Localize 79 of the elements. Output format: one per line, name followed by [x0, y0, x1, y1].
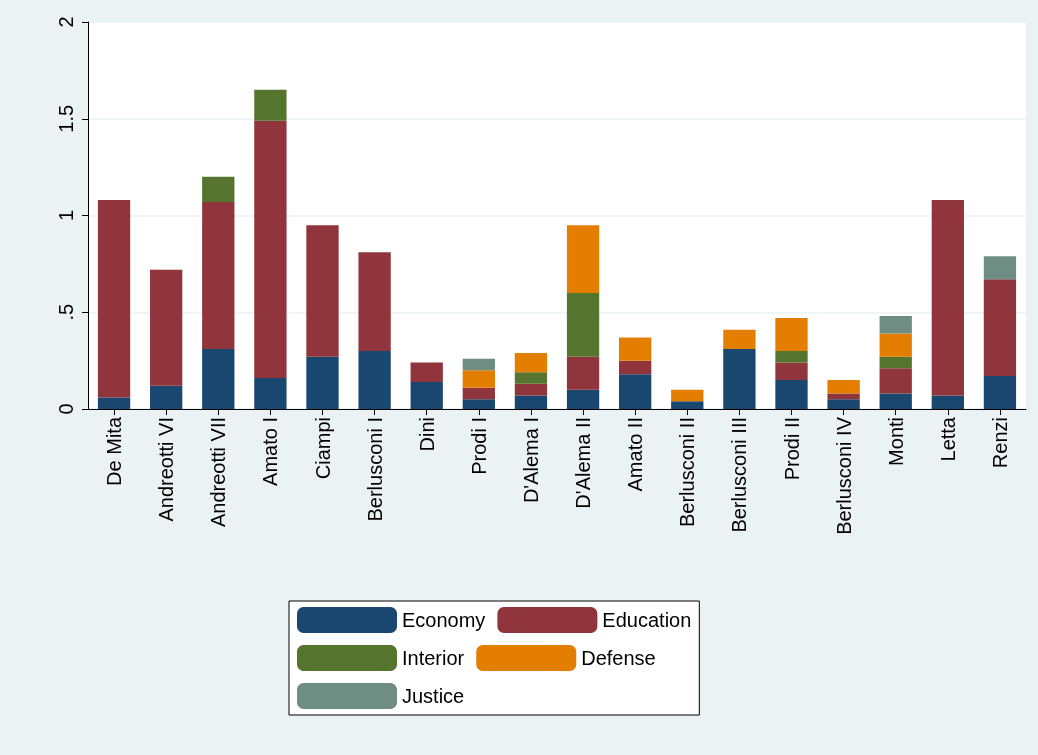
- legend-label: Defense: [581, 647, 656, 669]
- bar: [775, 350, 808, 363]
- bar: [514, 372, 548, 384]
- y-tick-label: 2: [55, 16, 77, 28]
- bar: [931, 200, 964, 396]
- bar: [619, 360, 652, 375]
- bar: [566, 225, 600, 293]
- x-tick-label: Prodi I: [467, 417, 490, 475]
- bar: [723, 329, 756, 350]
- x-tick-label: Andreotti VI: [155, 417, 178, 522]
- x-tick-label: Andreotti VII: [207, 417, 230, 528]
- bar: [879, 356, 912, 369]
- bar: [671, 389, 704, 402]
- y-tick-label: 1: [55, 209, 77, 222]
- bar: [462, 370, 495, 388]
- x-tick-label: Ciampi: [311, 417, 334, 480]
- x-tick-label: De Mita: [103, 416, 126, 486]
- bar: [775, 379, 808, 409]
- bar: [97, 200, 131, 398]
- bar: [671, 401, 704, 409]
- bar: [410, 362, 443, 382]
- bar: [879, 393, 912, 409]
- legend-label: Economy: [402, 609, 486, 631]
- x-tick-label: Berlusconi I: [363, 417, 386, 522]
- legend-label: Education: [602, 609, 692, 631]
- bar: [619, 337, 652, 361]
- x-tick-label: Amato II: [624, 417, 647, 492]
- x-tick-label: Letta: [936, 416, 959, 462]
- x-tick-label: Dini: [415, 417, 438, 452]
- x-tick-label: D'Alema II: [572, 417, 595, 509]
- bar: [410, 381, 443, 409]
- bar: [879, 333, 912, 357]
- bar: [566, 389, 600, 409]
- bar: [619, 374, 652, 409]
- bar: [931, 395, 964, 409]
- y-tick-label: 0: [55, 403, 77, 415]
- bar: [514, 352, 548, 373]
- bar: [254, 120, 287, 379]
- y-tick-label: 1.5: [55, 104, 77, 133]
- bar: [514, 395, 548, 409]
- bar: [566, 292, 600, 357]
- bar: [827, 399, 860, 409]
- x-tick-label: Monti: [884, 417, 907, 466]
- legend-label: Justice: [402, 685, 465, 707]
- x-tick-label: Amato I: [259, 417, 282, 486]
- bar: [150, 269, 183, 386]
- bar: [202, 201, 235, 350]
- bar: [150, 385, 183, 409]
- bar: [775, 318, 808, 351]
- bar: [254, 89, 287, 121]
- bar: [879, 368, 912, 394]
- x-tick-label: Prodi II: [780, 417, 803, 481]
- bar: [254, 378, 287, 409]
- bar: [879, 316, 912, 334]
- bar: [566, 356, 600, 390]
- x-tick-label: Berlusconi II: [676, 417, 699, 528]
- bar: [358, 252, 391, 351]
- bar: [514, 383, 548, 396]
- bar: [723, 349, 756, 409]
- bar: [983, 376, 1017, 409]
- bar: [202, 349, 235, 409]
- bar: [97, 397, 131, 409]
- x-tick-label: Berlusconi IV: [832, 416, 855, 535]
- bar: [462, 399, 495, 409]
- x-tick-label: Renzi: [988, 417, 1011, 469]
- bar: [827, 379, 860, 394]
- bar: [306, 356, 339, 409]
- x-tick-label: D'Alema I: [519, 417, 542, 504]
- bar: [358, 350, 391, 409]
- y-tick-label: .5: [55, 303, 77, 321]
- bar: [983, 256, 1017, 280]
- bar: [462, 387, 495, 400]
- x-tick-label: Berlusconi III: [728, 417, 751, 533]
- legend-label: Interior: [402, 647, 465, 669]
- bar: [983, 279, 1017, 377]
- bar: [775, 362, 808, 380]
- bar: [306, 225, 339, 357]
- bar: [462, 358, 495, 371]
- bar: [202, 176, 235, 202]
